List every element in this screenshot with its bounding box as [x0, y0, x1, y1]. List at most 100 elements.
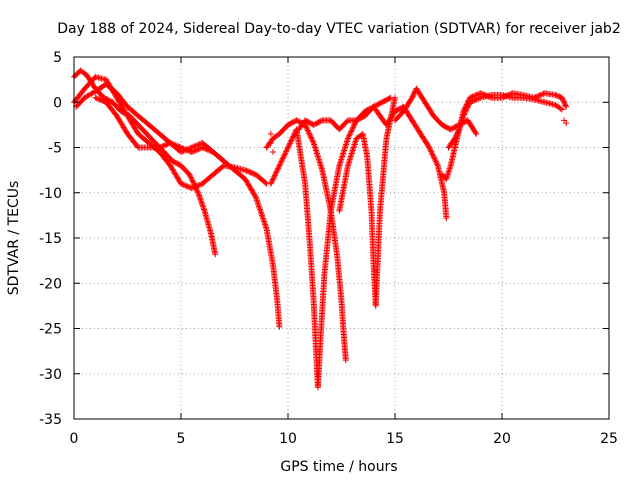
y-tick-label: -5: [48, 141, 62, 157]
x-tick-label: 5: [177, 431, 186, 447]
data-point: [189, 177, 196, 184]
data-point: [267, 130, 274, 137]
data-point: [281, 152, 288, 159]
data-point: [306, 130, 313, 137]
data-point: [195, 182, 202, 189]
data-point: [428, 150, 435, 157]
series-track-4: [73, 81, 227, 165]
data-point: [277, 159, 284, 166]
data-point: [392, 94, 398, 101]
data-point: [454, 128, 461, 135]
data-point: [93, 95, 100, 102]
data-point: [426, 145, 433, 152]
data-point: [465, 101, 472, 108]
data-point: [182, 182, 189, 189]
data-point: [409, 94, 416, 101]
data-point: [557, 105, 564, 112]
data-point: [268, 179, 275, 186]
data-point: [309, 137, 316, 144]
data-point: [270, 175, 277, 182]
data-point: [470, 97, 477, 104]
series-track-6: [263, 117, 349, 364]
data-point: [463, 107, 470, 114]
data-point: [187, 174, 194, 181]
data-point: [267, 180, 274, 187]
data-point: [246, 168, 253, 175]
y-axis-label: SDTVAR / TECUs: [6, 181, 22, 296]
data-point: [563, 103, 570, 110]
data-point: [282, 150, 289, 157]
data-point: [134, 143, 141, 150]
data-point: [273, 169, 280, 176]
data-point: [275, 165, 282, 172]
data-point: [95, 95, 102, 102]
y-tick-label: -25: [39, 322, 62, 338]
data-point: [288, 136, 295, 143]
y-tick-label: -35: [39, 412, 62, 428]
data-point: [426, 144, 433, 151]
data-markers: [71, 67, 570, 391]
data-point: [100, 98, 107, 105]
data-point: [563, 120, 570, 127]
data-point: [561, 101, 568, 108]
data-point: [453, 131, 460, 138]
data-point: [286, 141, 293, 148]
data-point: [556, 93, 563, 100]
data-point: [350, 122, 357, 129]
data-point: [276, 323, 283, 330]
data-point: [180, 181, 187, 188]
data-point: [305, 128, 312, 135]
data-point: [290, 133, 297, 140]
grid-lines: [74, 57, 609, 419]
chart-title: Day 188 of 2024, Sidereal Day-to-day VTE…: [57, 21, 620, 37]
data-point: [178, 149, 184, 156]
data-point: [386, 95, 393, 102]
data-point: [178, 180, 184, 187]
data-point: [285, 144, 291, 151]
data-point: [472, 129, 479, 136]
series-track-8: [336, 94, 398, 309]
data-point: [463, 106, 470, 113]
data-point: [469, 98, 476, 105]
data-point: [220, 158, 227, 165]
data-point: [192, 142, 199, 149]
x-tick-label: 25: [600, 431, 618, 447]
data-point: [280, 154, 287, 161]
data-point: [99, 97, 106, 104]
data-point: [212, 251, 219, 258]
data-point: [194, 142, 201, 149]
data-point: [179, 148, 186, 155]
data-point: [454, 130, 461, 137]
x-tick-label: 0: [70, 431, 79, 447]
data-point: [468, 98, 475, 105]
data-point: [342, 357, 349, 364]
data-point: [562, 102, 569, 109]
data-point: [345, 134, 352, 141]
data-point: [288, 137, 295, 144]
data-point: [183, 182, 190, 189]
data-point: [250, 170, 257, 177]
series-track-3: [92, 94, 283, 330]
data-point: [560, 98, 567, 105]
data-point: [432, 158, 439, 165]
x-tick-label: 10: [279, 431, 297, 447]
series-isolated-points: [267, 117, 570, 156]
data-point: [461, 110, 468, 117]
data-point: [464, 104, 471, 111]
data-point: [188, 144, 195, 151]
data-point: [455, 127, 462, 134]
data-point: [183, 146, 190, 153]
data-point: [429, 151, 436, 158]
series-track-11: [445, 92, 565, 151]
data-point: [159, 143, 166, 150]
series-track-1: [71, 67, 219, 258]
data-point: [190, 184, 197, 191]
data-point: [192, 183, 199, 190]
data-point: [453, 132, 460, 139]
data-point: [430, 154, 437, 161]
data-point: [269, 176, 276, 183]
data-point: [184, 146, 191, 153]
data-point: [410, 90, 417, 97]
data-point: [244, 168, 251, 175]
data-point: [310, 138, 317, 145]
